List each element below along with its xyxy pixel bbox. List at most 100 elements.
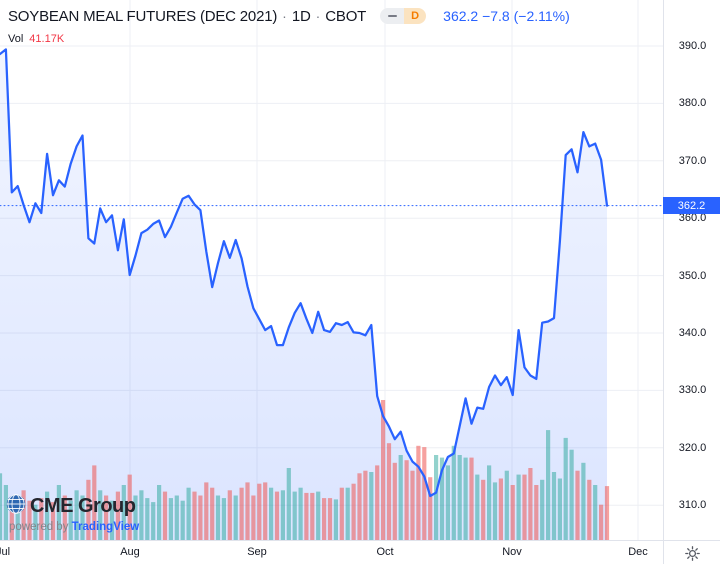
volume-bar [45, 491, 50, 540]
volume-bar [0, 473, 3, 540]
volume-bar [475, 474, 480, 540]
last-price-change: 362.2 −7.8 (−2.11%) [443, 8, 570, 24]
cme-watermark: CME Group powered by TradingView [6, 494, 139, 533]
volume-bar [522, 474, 527, 540]
volume-bar [410, 470, 415, 540]
volume-bar [168, 498, 173, 540]
symbol-title: SOYBEAN MEAL FUTURES (DEC 2021) [8, 7, 278, 25]
volume-bar [139, 490, 144, 540]
volume-bar [604, 486, 610, 540]
volume-bar [528, 468, 533, 540]
volume-bar [80, 495, 85, 540]
volume-bar [204, 482, 209, 540]
volume-bar [363, 470, 368, 540]
interval-toggle[interactable]: D [380, 8, 427, 24]
time-tick-label: Dec [628, 546, 648, 558]
title-separator: · [315, 8, 321, 24]
volume-bar [563, 437, 568, 540]
volume-bar [322, 498, 327, 540]
price-tick-label: 380.0 [678, 97, 707, 110]
volume-bar [9, 502, 14, 540]
volume-bar [257, 483, 262, 540]
volume-bar [569, 449, 574, 540]
volume-bar [3, 485, 8, 540]
volume-bar [551, 472, 557, 540]
volume-bar [540, 479, 545, 540]
price-tick-label: 340.0 [678, 327, 707, 339]
volume-bar [198, 495, 203, 540]
axis-corner [663, 540, 720, 564]
volume-bar [233, 495, 238, 540]
volume-bar [557, 478, 562, 540]
volume-bar [151, 502, 156, 540]
volume-bar [357, 473, 362, 540]
symbol-title-row: SOYBEAN MEAL FUTURES (DEC 2021) · 1D · C… [8, 7, 570, 25]
volume-bar [121, 485, 126, 540]
last-price-badge: 362.2 [663, 197, 720, 215]
volume-bar [428, 477, 433, 540]
volume-bar [215, 495, 221, 540]
volume-bar [345, 487, 350, 540]
volume-bar [487, 465, 492, 540]
volume-bar [398, 455, 403, 540]
volume-bar [416, 445, 421, 540]
volume-bar [327, 498, 333, 540]
volume-bar [50, 502, 56, 540]
volume-bar [109, 500, 115, 540]
volume-value: 41.17K [29, 33, 65, 45]
volume-bar [575, 470, 580, 540]
volume-bar [15, 495, 20, 540]
time-axis[interactable]: Jul Aug Sep Oct Nov Dec [0, 540, 663, 564]
volume-bar [316, 491, 321, 540]
price-tick-label: 320.0 [678, 441, 707, 454]
volume-bar [504, 470, 509, 540]
last-price-badge-value: 362.2 [677, 199, 706, 212]
price-axis[interactable]: 390.0 380.0 370.0 360.0 350.0 340.0 330.0 320.0… [663, 0, 720, 540]
volume-bar [62, 495, 67, 540]
volume-bar [434, 455, 439, 540]
volume-bar [98, 490, 103, 540]
volume-bar [351, 483, 356, 540]
volume-bar [587, 479, 592, 540]
price-tick-label: 350.0 [678, 269, 707, 282]
volume-bar [92, 465, 97, 540]
volume-bar [86, 479, 91, 540]
price-chart-canvas[interactable] [0, 0, 663, 540]
volume-bar [469, 457, 474, 540]
volume-bar [534, 485, 539, 540]
volume-bar [221, 498, 226, 540]
time-tick-label: Nov [502, 546, 522, 558]
price-tick-label: 390.0 [678, 40, 707, 52]
volume-bar [210, 487, 215, 540]
volume-bar [463, 457, 468, 540]
volume-bar [386, 443, 392, 540]
volume-bar [263, 482, 268, 540]
interval-label: 1D [291, 7, 311, 25]
volume-bar [392, 462, 397, 540]
volume-bar [239, 487, 244, 540]
collapse-toggle-icon[interactable] [380, 8, 405, 24]
volume-bar [451, 445, 456, 540]
volume-bar [56, 485, 61, 540]
volume-bar [180, 500, 185, 540]
volume-bar [33, 504, 38, 540]
volume-bar [546, 430, 551, 540]
volume-bar [481, 479, 486, 540]
volume-bar [445, 465, 450, 540]
exchange-label: CBOT [325, 7, 367, 25]
tradingview-link[interactable]: TradingView [71, 521, 140, 533]
price-tick-label: 370.0 [678, 154, 707, 167]
volume-bar [292, 491, 297, 540]
volume-bar [381, 400, 386, 540]
volume-bar [27, 500, 32, 540]
settings-gear-icon[interactable] [685, 545, 700, 561]
interval-badge[interactable]: D [404, 8, 427, 24]
volume-bar [186, 487, 191, 540]
volume-bar [162, 491, 168, 540]
volume-bar [439, 457, 445, 540]
cme-brand-text: CME Group [30, 495, 136, 517]
powered-by-label: powered by [9, 521, 69, 533]
chart-legend: SOYBEAN MEAL FUTURES (DEC 2021) · 1D · C… [8, 7, 570, 46]
volume-bar [286, 468, 291, 540]
